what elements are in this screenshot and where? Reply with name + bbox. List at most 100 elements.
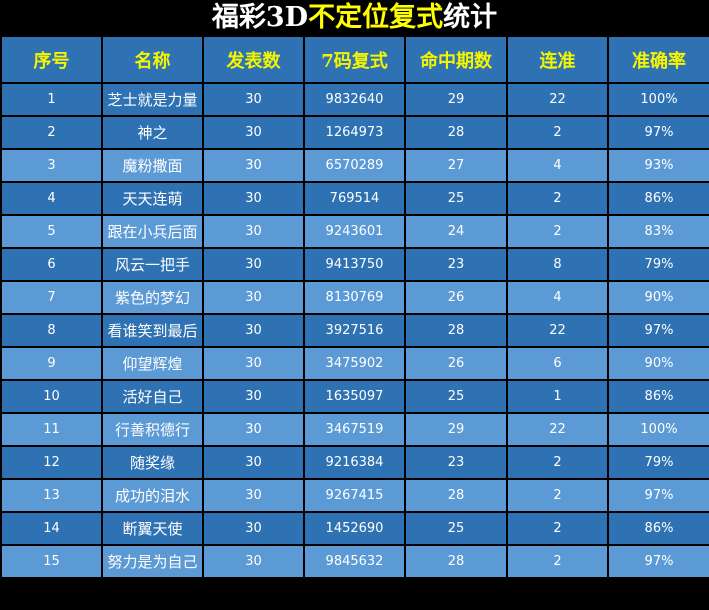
cell-hits: 23 [404,247,508,282]
cell-posts: 30 [202,346,305,381]
cell-accuracy: 100% [607,82,709,117]
cell-streak: 22 [506,313,609,348]
title-part-1: 福彩3D [211,2,309,33]
cell-streak: 4 [506,148,609,183]
cell-name: 跟在小兵后面 [101,214,204,249]
cell-7code: 3927516 [303,313,406,348]
header-row: 序号 名称 发表数 7码复式 命中期数 连准 准确率 [0,35,709,84]
cell-name: 仰望辉煌 [101,346,204,381]
cell-name: 天天连萌 [101,181,204,216]
col-header-streak: 连准 [506,35,609,84]
cell-name: 行善积德行 [101,412,204,447]
title-part-2: 不定位复式 [308,2,444,33]
cell-index: 1 [0,82,103,117]
cell-hits: 28 [404,313,508,348]
cell-accuracy: 79% [607,247,709,282]
cell-7code: 769514 [303,181,406,216]
col-header-name: 名称 [101,35,204,84]
cell-accuracy: 90% [607,280,709,315]
table-row: 1 芝士就是力量 30 9832640 29 22 100% [0,82,709,117]
cell-posts: 30 [202,115,305,150]
cell-name: 活好自己 [101,379,204,414]
cell-7code: 3475902 [303,346,406,381]
col-header-7code: 7码复式 [303,35,406,84]
page-title: 福彩3D不定位复式统计 [0,0,709,35]
cell-accuracy: 79% [607,445,709,480]
col-header-posts: 发表数 [202,35,305,84]
cell-posts: 30 [202,445,305,480]
cell-7code: 9216384 [303,445,406,480]
cell-index: 5 [0,214,103,249]
cell-7code: 9832640 [303,82,406,117]
cell-posts: 30 [202,247,305,282]
cell-7code: 9267415 [303,478,406,513]
cell-accuracy: 83% [607,214,709,249]
cell-hits: 25 [404,511,508,546]
cell-index: 14 [0,511,103,546]
cell-index: 15 [0,544,103,579]
col-header-accuracy: 准确率 [607,35,709,84]
table-row: 12 随奖缘 30 9216384 23 2 79% [0,445,709,480]
cell-hits: 28 [404,115,508,150]
cell-7code: 1635097 [303,379,406,414]
cell-streak: 2 [506,544,609,579]
cell-index: 11 [0,412,103,447]
table-row: 7 紫色的梦幻 30 8130769 26 4 90% [0,280,709,315]
cell-posts: 30 [202,214,305,249]
stats-table: 序号 名称 发表数 7码复式 命中期数 连准 准确率 1 芝士就是力量 30 9832… [0,35,709,579]
table-row: 15 努力是为自己 30 9845632 28 2 97% [0,544,709,579]
cell-streak: 22 [506,82,609,117]
cell-accuracy: 86% [607,511,709,546]
cell-index: 2 [0,115,103,150]
cell-accuracy: 100% [607,412,709,447]
cell-streak: 8 [506,247,609,282]
cell-index: 12 [0,445,103,480]
cell-index: 6 [0,247,103,282]
cell-index: 3 [0,148,103,183]
cell-accuracy: 97% [607,478,709,513]
table-row: 14 断翼天使 30 1452690 25 2 86% [0,511,709,546]
cell-7code: 6570289 [303,148,406,183]
cell-streak: 4 [506,280,609,315]
cell-index: 9 [0,346,103,381]
cell-posts: 30 [202,544,305,579]
cell-accuracy: 86% [607,379,709,414]
cell-hits: 29 [404,412,508,447]
cell-name: 断翼天使 [101,511,204,546]
table-row: 3 魔粉撒面 30 6570289 27 4 93% [0,148,709,183]
cell-name: 看谁笑到最后 [101,313,204,348]
cell-7code: 1264973 [303,115,406,150]
cell-posts: 30 [202,181,305,216]
cell-accuracy: 97% [607,115,709,150]
cell-hits: 24 [404,214,508,249]
cell-name: 芝士就是力量 [101,82,204,117]
cell-hits: 28 [404,544,508,579]
cell-hits: 26 [404,346,508,381]
cell-hits: 29 [404,82,508,117]
table-row: 13 成功的泪水 30 9267415 28 2 97% [0,478,709,513]
cell-name: 紫色的梦幻 [101,280,204,315]
cell-7code: 9413750 [303,247,406,282]
cell-hits: 25 [404,181,508,216]
table-row: 2 神之 30 1264973 28 2 97% [0,115,709,150]
cell-posts: 30 [202,82,305,117]
table-row: 8 看谁笑到最后 30 3927516 28 22 97% [0,313,709,348]
cell-7code: 8130769 [303,280,406,315]
cell-streak: 2 [506,115,609,150]
cell-hits: 25 [404,379,508,414]
cell-posts: 30 [202,412,305,447]
cell-7code: 9243601 [303,214,406,249]
table-row: 5 跟在小兵后面 30 9243601 24 2 83% [0,214,709,249]
cell-posts: 30 [202,148,305,183]
cell-7code: 9845632 [303,544,406,579]
cell-streak: 1 [506,379,609,414]
cell-index: 8 [0,313,103,348]
table-row: 11 行善积德行 30 3467519 29 22 100% [0,412,709,447]
cell-index: 13 [0,478,103,513]
cell-7code: 1452690 [303,511,406,546]
cell-name: 随奖缘 [101,445,204,480]
cell-name: 魔粉撒面 [101,148,204,183]
cell-7code: 3467519 [303,412,406,447]
cell-index: 4 [0,181,103,216]
cell-accuracy: 97% [607,313,709,348]
